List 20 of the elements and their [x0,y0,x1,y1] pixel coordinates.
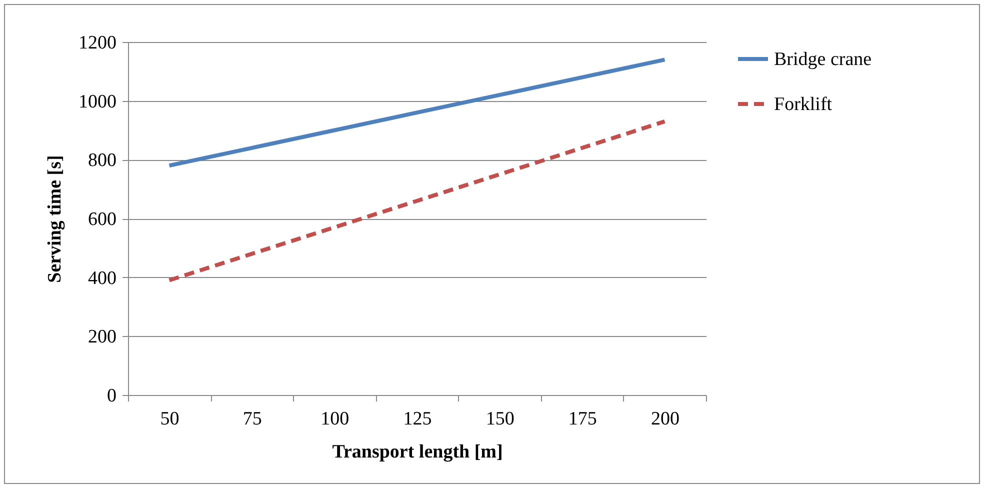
x-tick-label: 75 [242,408,262,430]
x-axis-title: Transport length [m] [332,442,503,462]
line-series [167,119,667,282]
y-tick-label: 400 [88,268,116,289]
legend-label: Forklift [774,94,833,115]
x-tick-label: 125 [403,408,432,430]
y-tick-label: 0 [107,386,116,406]
x-tick-label: 150 [486,408,514,430]
y-axis-title: Serving time [s] [44,155,66,283]
legend-label: Bridge crane [774,49,872,70]
x-tick-label: 50 [160,408,180,430]
y-tick-label: 1000 [78,91,116,112]
y-tick-label: 800 [88,150,116,172]
y-tick-label: 200 [88,326,116,348]
x-tick-label: 175 [568,408,597,430]
y-tick-label: 1200 [78,32,116,54]
x-tick-label: 200 [650,408,680,430]
line-series [167,58,667,168]
x-tick-label: 100 [320,408,350,430]
y-tick-label: 600 [88,209,116,230]
